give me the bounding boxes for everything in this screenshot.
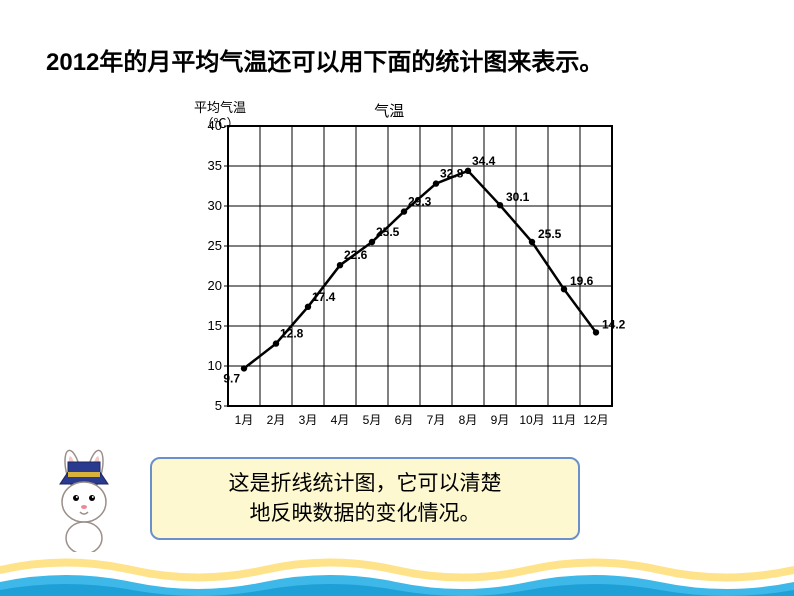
- svg-text:5月: 5月: [363, 413, 382, 427]
- temperature-chart: 510152025303540平均气温（℃）气温1月2月3月4月5月6月7月8月…: [172, 100, 642, 480]
- svg-text:7月: 7月: [427, 413, 446, 427]
- svg-text:35: 35: [208, 158, 222, 173]
- svg-text:10月: 10月: [519, 413, 544, 427]
- svg-text:9月: 9月: [491, 413, 510, 427]
- speech-line-1: 这是折线统计图，它可以清楚: [229, 472, 502, 495]
- svg-text:6月: 6月: [395, 413, 414, 427]
- svg-text:气温: 气温: [374, 103, 404, 120]
- chart-svg: 510152025303540平均气温（℃）气温1月2月3月4月5月6月7月8月…: [172, 100, 642, 460]
- svg-text:20: 20: [208, 278, 222, 293]
- svg-text:1月: 1月: [235, 413, 254, 427]
- svg-text:3月: 3月: [299, 413, 318, 427]
- svg-text:8月: 8月: [459, 413, 478, 427]
- svg-text:17.4: 17.4: [312, 290, 336, 304]
- rabbit-mascot-icon: [40, 442, 130, 552]
- svg-text:12月: 12月: [583, 413, 608, 427]
- wave-decoration-icon: [0, 546, 794, 596]
- svg-text:4月: 4月: [331, 413, 350, 427]
- svg-text:5: 5: [215, 398, 222, 413]
- svg-text:19.6: 19.6: [570, 274, 594, 288]
- svg-text:10: 10: [208, 358, 222, 373]
- svg-text:25: 25: [208, 238, 222, 253]
- svg-text:22.6: 22.6: [344, 248, 368, 262]
- speech-line-2: 地反映数据的变化情况。: [250, 502, 481, 525]
- svg-text:平均气温: 平均气温: [194, 100, 246, 115]
- svg-text:29.3: 29.3: [408, 195, 432, 209]
- svg-text:12.8: 12.8: [280, 327, 304, 341]
- svg-text:32.8: 32.8: [440, 167, 464, 181]
- svg-text:25.5: 25.5: [538, 227, 562, 241]
- svg-text:34.4: 34.4: [472, 154, 496, 168]
- svg-text:2月: 2月: [267, 413, 286, 427]
- page-title: 2012年的月平均气温还可以用下面的统计图来表示。: [46, 42, 603, 77]
- svg-text:11月: 11月: [552, 413, 576, 427]
- speech-bubble: 这是折线统计图，它可以清楚 地反映数据的变化情况。: [150, 457, 580, 540]
- svg-text:15: 15: [208, 318, 222, 333]
- svg-text:30.1: 30.1: [506, 190, 530, 204]
- svg-text:30: 30: [208, 198, 222, 213]
- svg-text:（℃）: （℃）: [200, 116, 239, 131]
- svg-text:25.5: 25.5: [376, 225, 400, 239]
- svg-text:14.2: 14.2: [602, 317, 626, 331]
- svg-text:9.7: 9.7: [223, 371, 240, 385]
